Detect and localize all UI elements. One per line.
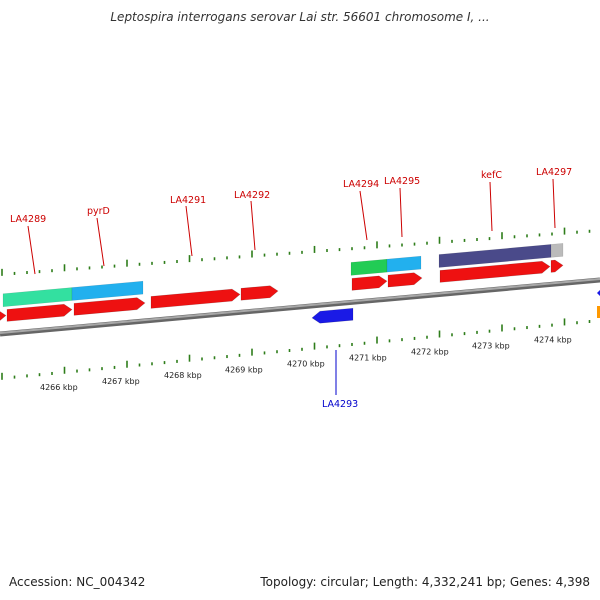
forward-gene-arrow <box>150 288 241 309</box>
gene-label: LA4297 <box>536 167 572 178</box>
gene-label: LA4292 <box>234 190 270 201</box>
forward-gene-arrow <box>387 272 423 288</box>
cog-category-track <box>2 243 564 308</box>
gene-label: LA4289 <box>10 214 46 225</box>
reverse-gene-arrow <box>311 307 354 324</box>
outer-tick-ring <box>1 227 591 276</box>
scale-label: 4269 kbp <box>225 365 263 374</box>
inner-tick-ring <box>1 318 591 380</box>
gene-callout-line <box>489 181 493 232</box>
gene-label: LA4291 <box>170 195 206 206</box>
forward-gene-arrow <box>0 311 7 321</box>
scale-label: 4274 kbp <box>534 335 572 344</box>
scale-label: 4267 kbp <box>102 377 140 386</box>
scale-labels: 4266 kbp 4267 kbp 4268 kbp 4269 kbp 4270 kbp… <box>40 335 572 392</box>
cog-bar <box>550 243 564 258</box>
accession-text: Accession: NC_004342 <box>9 575 146 589</box>
gene-callouts: LA4289 pyrD LA4291 LA4292 LA4293 LA4294 LA4295… <box>10 167 572 410</box>
gene-track <box>0 259 600 324</box>
cog-bar <box>2 287 73 308</box>
gene-callout-line <box>359 190 368 241</box>
cog-bar <box>71 280 144 301</box>
gene-callout-line <box>185 205 193 257</box>
genome-summary-text: Topology: circular; Length: 4,332,241 bp… <box>260 575 590 589</box>
forward-gene-arrow <box>6 303 73 322</box>
gene-label: kefC <box>481 170 502 181</box>
forward-gene-arrow <box>73 297 146 316</box>
scale-label: 4268 kbp <box>164 371 202 380</box>
chromosome-backbone <box>0 277 600 337</box>
backbone-highlight <box>0 278 600 334</box>
scale-label: 4272 kbp <box>411 347 449 356</box>
edge-reverse-fragment <box>597 290 600 296</box>
forward-gene-arrow <box>550 259 564 273</box>
scale-label: 4270 kbp <box>287 359 325 368</box>
scale-label: 4273 kbp <box>472 341 510 350</box>
forward-gene-arrow <box>240 285 279 301</box>
gene-label: LA4295 <box>384 176 420 187</box>
cog-bar <box>386 255 422 273</box>
forward-gene-arrow <box>439 260 551 283</box>
scale-label: 4271 kbp <box>349 353 387 362</box>
gene-callout-line <box>250 200 256 251</box>
gene-label: LA4293 <box>322 399 358 410</box>
map-title: Leptospira interrogans serovar Lai str. … <box>110 10 490 24</box>
forward-gene-arrow <box>351 275 388 291</box>
gene-label: LA4294 <box>343 179 379 190</box>
gene-callout-line <box>399 187 403 238</box>
edge-gene-fragment <box>597 306 600 318</box>
gene-callout-line <box>552 178 556 229</box>
cog-bar <box>350 258 388 276</box>
scale-label: 4266 kbp <box>40 383 78 392</box>
gene-label: pyrD <box>87 206 110 217</box>
gene-callout-line <box>96 217 105 267</box>
gene-callout-line <box>27 225 36 275</box>
